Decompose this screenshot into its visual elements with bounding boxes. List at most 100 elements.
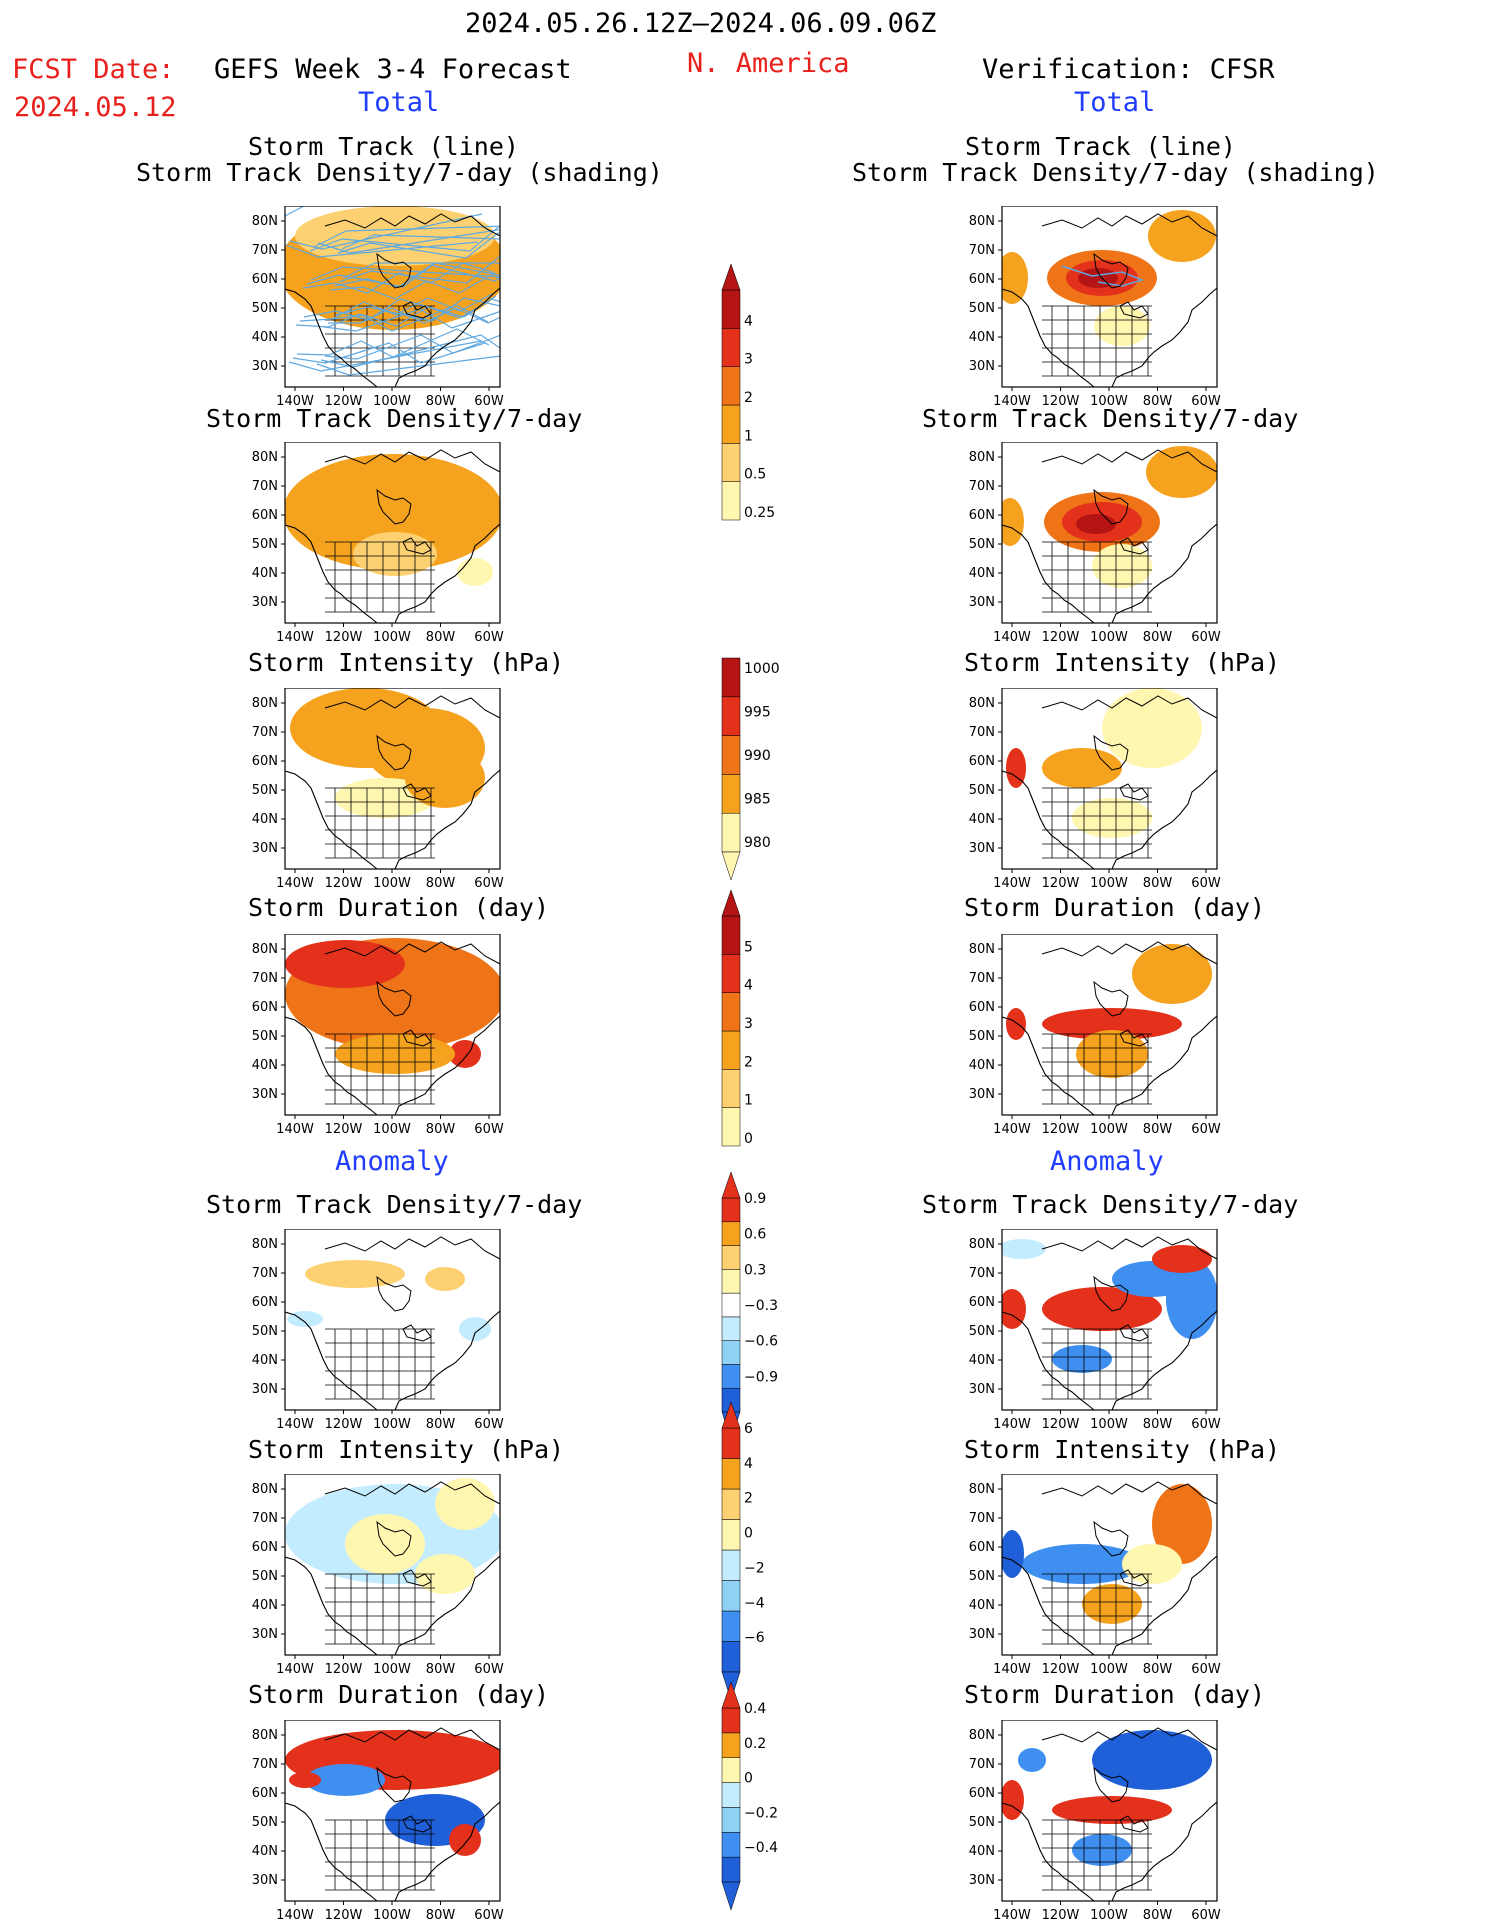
lon-tick-label: 60W	[1191, 1662, 1221, 1677]
colorbar-tick-label: 980	[744, 835, 771, 851]
colorbar-tick-label: −0.2	[744, 1805, 778, 1821]
colorbar-tick-label: 4	[744, 313, 753, 329]
panel-title-left-3: Storm Intensity (hPa)	[248, 648, 565, 677]
lat-tick-label: 60N	[252, 1295, 278, 1310]
lat-tick-label: 60N	[252, 508, 278, 523]
shade-region	[457, 558, 493, 586]
lat-tick-label: 80N	[252, 1482, 278, 1497]
colorbar-segment	[721, 1245, 741, 1270]
map-panel-l2: 80N 70N 60N 50N 40N 30N 140W 120W 100W 80W 60W	[245, 687, 510, 899]
shade-region	[425, 1267, 465, 1291]
colorbar-tick-label: 6	[744, 1421, 753, 1437]
lat-tick-label: 70N	[969, 479, 995, 494]
map-svg: 80N 70N 60N 50N 40N 30N 140W 120W 100W 80W 60W	[969, 1473, 1221, 1677]
lon-tick-label: 100W	[1090, 1417, 1128, 1432]
date-range: 2024.05.26.12Z–2024.06.09.06Z	[465, 8, 937, 39]
shade-region	[1146, 446, 1217, 498]
colorbar-tick-label: 1	[744, 1093, 753, 1109]
colorbar-tick-label: −4	[744, 1595, 765, 1611]
lat-tick-label: 40N	[252, 1058, 278, 1073]
lon-tick-label: 120W	[1042, 1908, 1080, 1923]
shade-region	[1148, 210, 1216, 262]
lat-tick-label: 80N	[252, 1728, 278, 1743]
colorbar-tick-label: −0.3	[744, 1298, 778, 1314]
shade-region	[1052, 1345, 1112, 1373]
lat-tick-label: 60N	[252, 754, 278, 769]
shade-region	[449, 1040, 481, 1068]
lon-tick-label: 140W	[276, 1417, 314, 1432]
panel-title-right-7: Storm Duration (day)	[964, 1680, 1266, 1709]
lat-tick-label: 70N	[969, 1511, 995, 1526]
colorbar-tick-label: 0.6	[744, 1227, 766, 1243]
colorbar-segment	[721, 1197, 741, 1223]
shade-region	[1092, 544, 1152, 588]
lon-tick-label: 100W	[1090, 1908, 1128, 1923]
lon-tick-label: 120W	[325, 1908, 363, 1923]
lon-tick-label: 120W	[1042, 630, 1080, 645]
colorbar-tick-label: 1000	[744, 661, 780, 677]
panel-title-left-7: Storm Duration (day)	[248, 1680, 550, 1709]
colorbar-segment	[721, 1610, 741, 1642]
panel-title-left-1b: Storm Track Density/7-day (shading)	[136, 158, 663, 187]
colorbar-tick-label: 5	[744, 939, 753, 955]
lon-tick-label: 120W	[1042, 1662, 1080, 1677]
shade-region	[1052, 1796, 1172, 1824]
lon-tick-label: 120W	[325, 1662, 363, 1677]
shade-region	[1006, 748, 1026, 788]
shade-region	[1076, 1030, 1148, 1078]
lon-tick-label: 140W	[276, 876, 314, 891]
shade-region	[1006, 1008, 1026, 1040]
lat-tick-label: 70N	[252, 1757, 278, 1772]
colorbar-tick-label: −6	[744, 1630, 765, 1646]
map-svg: 80N 70N 60N 50N 40N 30N 140W 120W 100W 80W 60W	[252, 1473, 504, 1677]
shade-region	[285, 940, 405, 988]
lat-tick-label: 60N	[252, 1000, 278, 1015]
colorbar-density-anom: 0.9 0.6 0.3 −0.3 −0.6 −0.9	[712, 1170, 792, 1448]
lon-tick-label: 80W	[426, 394, 456, 409]
shade-region	[285, 454, 500, 570]
colorbar-tick-label: 990	[744, 748, 771, 764]
shade-region	[1002, 1530, 1024, 1578]
shade-region	[1102, 688, 1202, 768]
panel-title-right-1b: Storm Track Density/7-day (shading)	[852, 158, 1379, 187]
shade-region	[1092, 1730, 1212, 1790]
map-svg: 80N 70N 60N 50N 40N 30N 140W 120W 100W 80W 60W	[252, 687, 504, 891]
shade-region	[415, 1554, 475, 1594]
map-panel-r3: 80N 70N 60N 50N 40N 30N 140W 120W 100W 80W 60W	[962, 933, 1227, 1145]
colorbar-tick-label: 0	[744, 1771, 753, 1787]
shade-region	[1002, 1239, 1046, 1259]
lat-tick-label: 30N	[252, 595, 278, 610]
shade-region	[353, 532, 437, 576]
lat-tick-label: 60N	[969, 1000, 995, 1015]
colorbar-segment	[721, 1856, 741, 1883]
colorbar-tick-label: 0.25	[744, 505, 775, 521]
colorbar-tick-label: 0	[744, 1131, 753, 1147]
panel-title-right-4: Storm Duration (day)	[964, 893, 1266, 922]
colorbar-tick-label: 2	[744, 390, 753, 406]
lon-tick-label: 120W	[325, 630, 363, 645]
lat-tick-label: 80N	[969, 1482, 995, 1497]
lon-tick-label: 120W	[1042, 876, 1080, 891]
colorbar-intensity-anom: 6 4 2 0 −2 −4 −6	[712, 1400, 792, 1708]
colorbar-duration-anom: 0.4 0.2 0 −0.2 −0.4	[712, 1680, 792, 1918]
lon-tick-label: 100W	[373, 630, 411, 645]
panel-title-right-3: Storm Intensity (hPa)	[964, 648, 1281, 677]
lat-tick-label: 80N	[252, 942, 278, 957]
lon-tick-label: 140W	[993, 1122, 1031, 1137]
shade-region	[1082, 1584, 1142, 1624]
lon-tick-label: 80W	[426, 1908, 456, 1923]
map-svg: 80N 70N 60N 50N 40N 30N 140W 120W 100W 80W 60W	[969, 205, 1221, 409]
colorbar-segment	[721, 812, 741, 853]
shade-region	[305, 1260, 405, 1288]
lat-tick-label: 50N	[969, 1569, 995, 1584]
lon-tick-label: 60W	[1191, 1122, 1221, 1137]
map-panel-l5: 80N 70N 60N 50N 40N 30N 140W 120W 100W 80W 60W	[245, 1473, 510, 1685]
lon-tick-label: 100W	[373, 1122, 411, 1137]
colorbar-segment	[721, 289, 741, 329]
shade-region	[405, 748, 485, 808]
colorbar-segment	[721, 1030, 741, 1070]
lat-tick-label: 40N	[252, 1353, 278, 1368]
map-svg: 80N 70N 60N 50N 40N 30N 140W 120W 100W 80W 60W	[969, 1719, 1221, 1923]
lat-tick-label: 70N	[252, 725, 278, 740]
lon-tick-label: 80W	[1143, 630, 1173, 645]
